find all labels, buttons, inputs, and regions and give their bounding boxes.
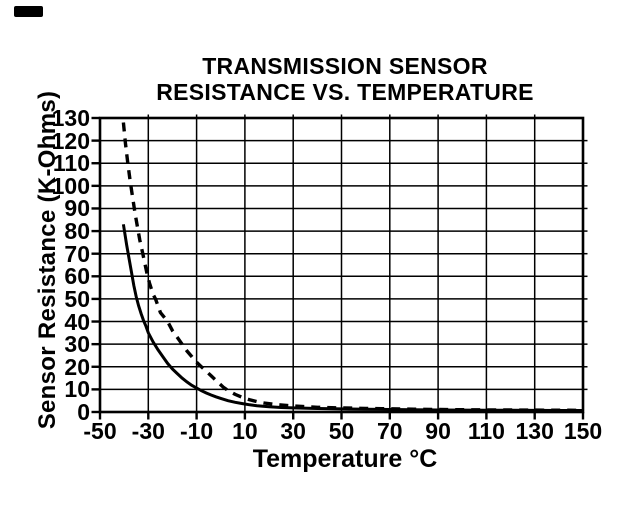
x-tick-label: 70 [377, 418, 403, 444]
x-tick-label: 130 [515, 418, 554, 444]
y-tick-label: 30 [64, 331, 90, 358]
x-tick-label: 110 [467, 418, 505, 444]
x-tick-label: 90 [425, 418, 451, 444]
y-tick-label: 80 [64, 218, 90, 245]
x-tick-label: 30 [280, 418, 306, 444]
y-tick-label: 40 [64, 308, 90, 335]
x-tick-label: 150 [563, 418, 603, 444]
x-tick-label: -10 [179, 418, 214, 444]
y-tick-label: 20 [64, 353, 90, 380]
y-tick-label: 10 [64, 376, 90, 403]
x-tick-label: 10 [232, 418, 258, 444]
y-tick-label: 130 [51, 105, 90, 131]
y-tick-label: 50 [64, 285, 90, 312]
chart-title-line2: RESISTANCE VS. TEMPERATURE [156, 79, 534, 105]
x-tick-label: -30 [131, 418, 165, 444]
plot-frame [98, 116, 585, 414]
x-tick-label: 50 [328, 418, 355, 444]
y-tick-label: 70 [64, 240, 90, 267]
dashed-resistance-curve [121, 122, 584, 412]
y-tick-label: 90 [64, 195, 90, 222]
y-tick-label: 100 [51, 172, 90, 199]
solid-resistance-curve [121, 224, 583, 412]
y-tick-label: 60 [64, 263, 90, 290]
x-axis-title: Temperature °C [252, 445, 438, 473]
scan-artifact-mark [14, 6, 43, 17]
y-tick-label: 120 [51, 127, 90, 154]
y-tick-label: 0 [77, 399, 90, 425]
chart-title-line1: TRANSMISSION SENSOR [202, 53, 488, 79]
y-tick-label: 110 [52, 150, 90, 177]
chart-title: TRANSMISSION SENSOR RESISTANCE VS. TEMPE… [105, 53, 585, 105]
x-tick-label: -50 [83, 418, 117, 444]
